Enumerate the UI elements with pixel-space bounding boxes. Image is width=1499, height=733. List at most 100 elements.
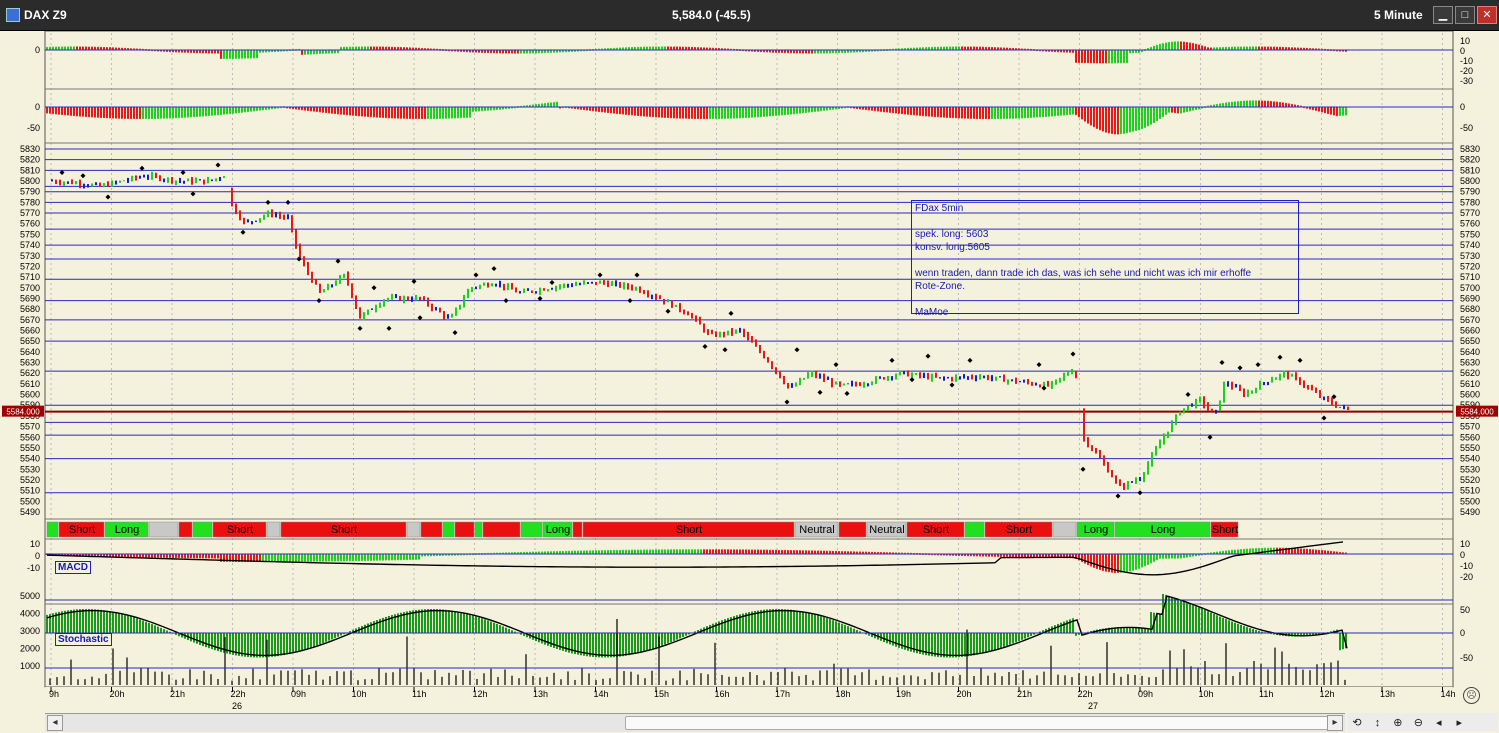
minimize-button[interactable]: ▁ xyxy=(1433,6,1453,24)
macd-bar-dot xyxy=(763,549,765,552)
macd-bar-dot xyxy=(385,558,387,561)
osc-second-bar-dot xyxy=(79,114,81,117)
macd-bar-dot xyxy=(823,550,825,553)
scroll-right-button[interactable]: ▸ xyxy=(1327,715,1343,731)
osc-top-bar-dot xyxy=(919,47,921,50)
price-tick-left: 5510 xyxy=(20,486,40,496)
macd-label[interactable]: MACD xyxy=(55,561,91,574)
price-tick-right: 5720 xyxy=(1460,261,1480,271)
maximize-button[interactable]: □ xyxy=(1455,6,1475,24)
close-button[interactable]: ✕ xyxy=(1477,6,1497,24)
macd-bar-dot xyxy=(520,551,522,554)
stochastic-bar xyxy=(697,630,699,634)
stochastic-bar xyxy=(1291,633,1293,637)
osc-second-bar-dot xyxy=(967,116,969,119)
stochastic-bar xyxy=(781,609,783,634)
osc-second-bar-dot xyxy=(1039,115,1041,118)
macd-bar-dot xyxy=(1336,551,1338,554)
swing-marker xyxy=(1331,394,1337,400)
osc-second-bar-dot xyxy=(1087,121,1089,124)
macd-bar-dot xyxy=(565,550,567,553)
osc-top-bar-dot xyxy=(1276,46,1278,49)
macd-bar-dot xyxy=(1321,549,1323,552)
signal-block xyxy=(794,521,839,538)
stochastic-bar xyxy=(250,633,252,658)
osc-second-bar-dot xyxy=(121,116,123,119)
osc-second-bar-dot xyxy=(109,116,111,119)
stochastic-label[interactable]: Stochastic xyxy=(55,633,112,646)
macd-bar-dot xyxy=(601,550,603,553)
osc-top-bar-dot xyxy=(1261,46,1263,49)
macd-bar-dot xyxy=(1273,547,1275,550)
macd-bar-dot xyxy=(1174,556,1176,559)
stochastic-bar xyxy=(1147,629,1149,634)
price-tick-right: 5550 xyxy=(1460,443,1480,453)
signal-block xyxy=(442,521,455,538)
price-tick-right: 5670 xyxy=(1460,315,1480,325)
stochastic-bar xyxy=(427,609,429,634)
osc-second-bar-dot xyxy=(649,115,651,118)
scrollbar-thumb[interactable] xyxy=(625,716,1337,730)
stochastic-bar xyxy=(85,609,87,634)
stochastic-bar xyxy=(973,633,975,656)
osc-top-bar-dot xyxy=(967,46,969,49)
scale-icon[interactable]: ↕ xyxy=(1374,717,1381,729)
zoom-in-icon[interactable]: ⊕ xyxy=(1393,717,1403,729)
refresh-icon[interactable]: ⟲ xyxy=(1352,717,1362,729)
stochastic-bar xyxy=(1165,594,1167,634)
osc-second-bar-dot xyxy=(310,109,312,112)
prev-icon[interactable]: ◂ xyxy=(1436,717,1442,729)
osc-second-bar-dot xyxy=(394,116,396,119)
macd-tick-right: 0 xyxy=(1460,550,1465,560)
horizontal-scrollbar[interactable]: ◂ ▸ xyxy=(45,713,1345,732)
stoch-tick-right: 0 xyxy=(1460,628,1465,638)
swing-marker xyxy=(665,308,671,314)
osc-second-bar-dot xyxy=(1141,127,1143,130)
signal-block xyxy=(178,521,193,538)
osc-second-bar-dot xyxy=(325,111,327,114)
osc-second-bar-dot xyxy=(793,112,795,115)
macd-bar-dot xyxy=(517,551,519,554)
osc-second-bar-dot xyxy=(70,113,72,116)
macd-bar-dot xyxy=(1192,554,1194,557)
price-tick-right: 5520 xyxy=(1460,475,1480,485)
macd-bar-dot xyxy=(742,549,744,552)
stochastic-bar xyxy=(511,630,513,634)
macd-bar-dot xyxy=(1252,548,1254,551)
stochastic-bar xyxy=(868,633,870,636)
stochastic-bar xyxy=(388,615,390,634)
note-line: MaMoe xyxy=(915,307,949,318)
osc-second-bar-dot xyxy=(94,115,96,118)
macd-bar-dot xyxy=(874,551,876,554)
osc-second-bar-dot xyxy=(1315,109,1317,112)
osc-second-bar-dot xyxy=(880,109,882,112)
osc-top-bar-dot xyxy=(208,51,210,54)
smiley-icon[interactable]: ☹ xyxy=(1463,687,1480,704)
osc-second-bar-dot xyxy=(622,112,624,115)
osc-top-bar-dot xyxy=(478,50,480,53)
osc-top-bar-dot xyxy=(187,51,189,54)
swing-marker xyxy=(59,169,65,175)
osc-top-bar-dot xyxy=(511,51,513,54)
osc-second-bar-dot xyxy=(295,107,297,110)
time-label: 11h xyxy=(1259,689,1273,699)
macd-bar-dot xyxy=(649,549,651,552)
osc-second-bar-dot xyxy=(262,108,264,111)
osc-top-bar-dot xyxy=(1216,47,1218,50)
stochastic-bar xyxy=(598,633,600,658)
osc-top-bar-dot xyxy=(268,50,270,53)
signal-block xyxy=(280,521,407,538)
price-tick-right: 5560 xyxy=(1460,432,1480,442)
zoom-out-icon[interactable]: ⊖ xyxy=(1413,717,1423,729)
next-icon[interactable]: ▸ xyxy=(1456,717,1463,729)
chart-note[interactable]: FDax 5min spek. long: 5603 konsv. long:5… xyxy=(911,200,1299,318)
price-tick-left: 5630 xyxy=(20,358,40,368)
price-tick-left: 5540 xyxy=(20,454,40,464)
stochastic-bar xyxy=(1213,613,1215,634)
osc-second-bar-dot xyxy=(1084,119,1086,122)
scroll-left-button[interactable]: ◂ xyxy=(47,715,63,731)
osc-second-bar-dot xyxy=(1237,100,1239,103)
stochastic-bar xyxy=(1129,627,1131,634)
macd-bar-dot xyxy=(577,550,579,553)
